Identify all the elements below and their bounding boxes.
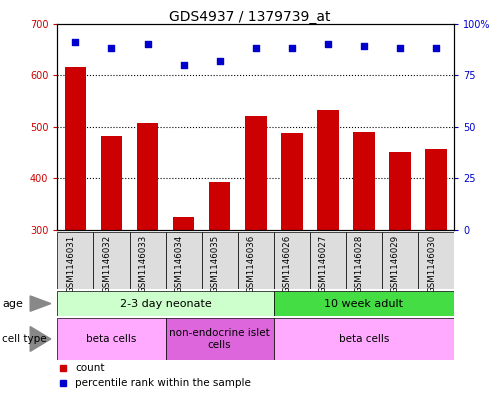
Bar — [281, 133, 302, 385]
Text: 2-3 day neonate: 2-3 day neonate — [120, 299, 212, 309]
Text: GSM1146029: GSM1146029 — [391, 235, 400, 293]
Bar — [353, 132, 375, 385]
Point — [324, 41, 332, 48]
Point — [144, 41, 152, 48]
Text: GSM1146026: GSM1146026 — [283, 235, 292, 293]
Text: 10 week adult: 10 week adult — [324, 299, 403, 309]
Bar — [382, 232, 418, 289]
Text: GSM1146033: GSM1146033 — [139, 235, 148, 293]
Text: GDS4937 / 1379739_at: GDS4937 / 1379739_at — [169, 10, 330, 24]
Bar — [173, 217, 195, 385]
Bar — [310, 232, 346, 289]
Point — [432, 45, 440, 51]
Bar — [57, 318, 166, 360]
Bar — [245, 116, 266, 385]
Bar — [274, 318, 454, 360]
Point — [180, 62, 188, 68]
Text: GSM1146032: GSM1146032 — [102, 235, 111, 293]
Point — [288, 45, 296, 51]
Point — [396, 45, 404, 51]
Text: GSM1146028: GSM1146028 — [355, 235, 364, 293]
Text: GSM1146035: GSM1146035 — [211, 235, 220, 293]
Point — [360, 43, 368, 50]
Text: count: count — [75, 363, 105, 373]
Bar — [137, 123, 158, 385]
Point — [216, 58, 224, 64]
Bar — [209, 182, 231, 385]
Bar — [317, 110, 339, 385]
Text: GSM1146031: GSM1146031 — [66, 235, 75, 293]
Text: GSM1146034: GSM1146034 — [175, 235, 184, 293]
Text: beta cells: beta cells — [86, 334, 137, 344]
Text: non-endocrine islet
cells: non-endocrine islet cells — [169, 328, 270, 350]
Bar — [389, 151, 411, 385]
Bar — [238, 232, 274, 289]
Bar — [101, 136, 122, 385]
Text: GSM1146036: GSM1146036 — [247, 235, 255, 293]
Bar — [425, 149, 447, 385]
Point — [107, 45, 115, 51]
Bar — [202, 232, 238, 289]
Text: beta cells: beta cells — [339, 334, 389, 344]
Bar — [93, 232, 130, 289]
Text: GSM1146027: GSM1146027 — [319, 235, 328, 293]
Text: cell type: cell type — [2, 334, 47, 344]
Bar — [64, 68, 86, 385]
Bar — [274, 291, 454, 316]
Bar — [166, 232, 202, 289]
Bar — [57, 291, 274, 316]
Bar — [274, 232, 310, 289]
Bar — [418, 232, 454, 289]
Bar — [57, 232, 93, 289]
Polygon shape — [30, 296, 51, 311]
Text: GSM1146030: GSM1146030 — [427, 235, 436, 293]
Bar — [166, 318, 274, 360]
Text: age: age — [2, 299, 23, 309]
Polygon shape — [30, 327, 51, 351]
Point — [71, 39, 79, 45]
Bar — [130, 232, 166, 289]
Point — [251, 45, 259, 51]
Bar — [346, 232, 382, 289]
Text: percentile rank within the sample: percentile rank within the sample — [75, 378, 251, 388]
